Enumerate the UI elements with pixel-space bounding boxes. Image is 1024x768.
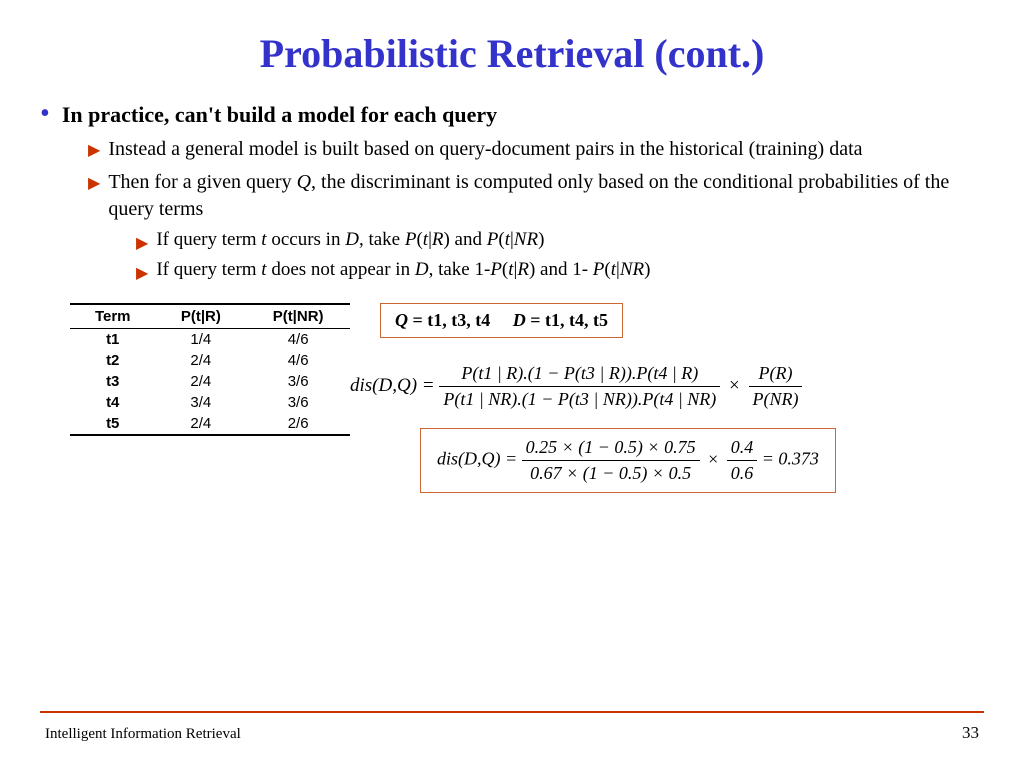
col-ptr: P(t|R) <box>155 304 246 329</box>
bullet-level2-a: ▶ Instead a general model is built based… <box>88 136 984 163</box>
fraction1: P(t1 | R).(1 − P(t3 | R)).P(t4 | R) P(t1… <box>439 363 720 410</box>
q-value: = t1, t3, t4 <box>408 310 490 330</box>
fraction2: P(R) P(NR) <box>749 363 803 410</box>
cell: 1/4 <box>155 329 246 351</box>
cell: t2 <box>70 350 155 371</box>
table-row: t43/43/6 <box>70 392 350 413</box>
table-row: t11/44/6 <box>70 329 350 351</box>
d-value: = t1, t4, t5 <box>526 310 608 330</box>
numerator: P(R) <box>749 363 803 387</box>
triangle-icon: ▶ <box>136 233 148 253</box>
formula-lhs: dis(D,Q) = <box>437 449 522 469</box>
numerator: 0.25 × (1 − 0.5) × 0.75 <box>522 437 700 461</box>
table-container: Term P(t|R) P(t|NR) t11/44/6 t22/44/6 t3… <box>40 303 350 493</box>
table-row: t52/42/6 <box>70 413 350 435</box>
slide-title: Probabilistic Retrieval (cont.) <box>40 30 984 77</box>
cell: t5 <box>70 413 155 435</box>
table-header-row: Term P(t|R) P(t|NR) <box>70 304 350 329</box>
denominator: P(NR) <box>749 387 803 410</box>
page-number: 33 <box>962 723 979 743</box>
footer-left-text: Intelligent Information Retrieval <box>45 726 241 743</box>
d-label: D <box>513 310 526 330</box>
triangle-icon: ▶ <box>88 173 100 193</box>
formula-column: Q = t1, t3, t4 D = t1, t4, t5 dis(D,Q) =… <box>380 303 984 493</box>
times-icon: × <box>708 449 718 469</box>
cell: 3/4 <box>155 392 246 413</box>
footer-divider <box>40 711 984 713</box>
triangle-icon: ▶ <box>88 140 100 160</box>
cell: t1 <box>70 329 155 351</box>
fraction1: 0.25 × (1 − 0.5) × 0.75 0.67 × (1 − 0.5)… <box>522 437 700 484</box>
text-fragment: Then for a given query <box>108 171 296 193</box>
bullet-l2a-text: Instead a general model is built based o… <box>108 136 862 163</box>
numerator: P(t1 | R).(1 − P(t3 | R)).P(t4 | R) <box>439 363 720 387</box>
bullet-l3b-text: If query term t does not appear in D, ta… <box>156 259 650 281</box>
cell: 2/4 <box>155 371 246 392</box>
denominator: P(t1 | NR).(1 − P(t3 | NR)).P(t4 | NR) <box>439 387 720 410</box>
times-icon: × <box>729 375 740 396</box>
table-row: t22/44/6 <box>70 350 350 371</box>
bullet-level2-b: ▶ Then for a given query Q, the discrimi… <box>88 169 984 223</box>
bullet-l2b-text: Then for a given query Q, the discrimina… <box>108 169 984 223</box>
table-row: t32/43/6 <box>70 371 350 392</box>
fraction2: 0.4 0.6 <box>727 437 758 484</box>
cell: 3/6 <box>246 371 350 392</box>
triangle-icon: ▶ <box>136 263 148 283</box>
cell: 2/4 <box>155 350 246 371</box>
probability-table: Term P(t|R) P(t|NR) t11/44/6 t22/44/6 t3… <box>70 303 350 436</box>
col-ptnr: P(t|NR) <box>246 304 350 329</box>
bullet-level3-b: ▶ If query term t does not appear in D, … <box>136 259 984 283</box>
cell: 2/4 <box>155 413 246 435</box>
numerator: 0.4 <box>727 437 758 461</box>
cell: 2/6 <box>246 413 350 435</box>
numeric-formula-box: dis(D,Q) = 0.25 × (1 − 0.5) × 0.75 0.67 … <box>420 428 836 493</box>
formula-result: = 0.373 <box>762 449 819 469</box>
cell: 3/6 <box>246 392 350 413</box>
cell: t3 <box>70 371 155 392</box>
discriminant-formula: dis(D,Q) = P(t1 | R).(1 − P(t3 | R)).P(t… <box>350 363 984 410</box>
denominator: 0.6 <box>727 461 758 484</box>
formula-lhs: dis(D,Q) = <box>350 375 439 396</box>
q-label: Q <box>395 310 408 330</box>
bullet-level1: • In practice, can't build a model for e… <box>40 102 984 128</box>
cell: t4 <box>70 392 155 413</box>
col-term: Term <box>70 304 155 329</box>
bullet-level3-a: ▶ If query term t occurs in D, take P(t|… <box>136 229 984 253</box>
cell: 4/6 <box>246 329 350 351</box>
bullet-dot-icon: • <box>40 104 50 124</box>
cell: 4/6 <box>246 350 350 371</box>
bullet-l1-text: In practice, can't build a model for eac… <box>62 102 497 128</box>
var-q: Q <box>297 171 311 193</box>
qd-box: Q = t1, t3, t4 D = t1, t4, t5 <box>380 303 623 338</box>
bullet-l3a-text: If query term t occurs in D, take P(t|R)… <box>156 229 544 251</box>
denominator: 0.67 × (1 − 0.5) × 0.5 <box>522 461 700 484</box>
